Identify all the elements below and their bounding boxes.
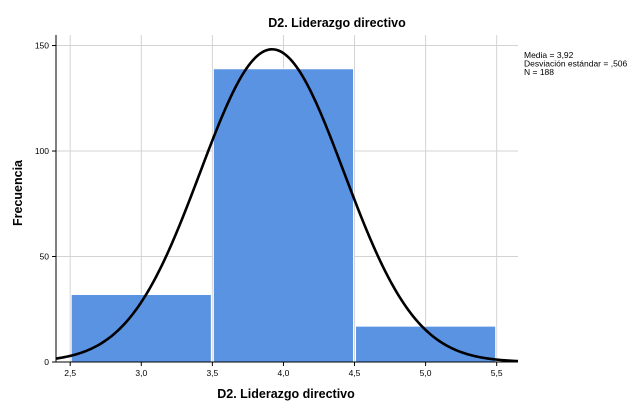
x-axis-label: D2. Liderazgo directivo [217,387,355,401]
y-tick-label: 100 [35,146,49,156]
x-tick-label: 3,0 [135,368,147,378]
histogram-bar [70,293,212,363]
normal-curve-layer [55,47,519,363]
bars [70,68,497,363]
stat-line: Media = 3,92 [524,50,574,60]
chart-title: D2. Liderazgo directivo [268,16,406,30]
x-tick-label: 2,5 [64,368,76,378]
axes [52,35,518,366]
stat-line: Desviación estándar = ,506 [524,59,628,69]
x-tick-label: 3,5 [206,368,218,378]
y-tick-label: 150 [35,41,49,51]
x-tick-label: 5,5 [491,368,503,378]
normal-curve [55,47,519,363]
stat-line: N = 188 [524,67,554,77]
y-tick-label: 0 [44,357,49,367]
x-tick-label: 5,0 [420,368,432,378]
tick-labels: 2,5 3,0 3,5 4,0 4,5 5,0 5,5 0 50 100 150 [35,41,503,378]
x-tick-label: 4,5 [349,368,361,378]
y-axis-label: Frecuencia [11,159,25,226]
y-tick-label: 50 [40,252,50,262]
x-tick-label: 4,0 [278,368,290,378]
histogram-bar [212,68,355,363]
